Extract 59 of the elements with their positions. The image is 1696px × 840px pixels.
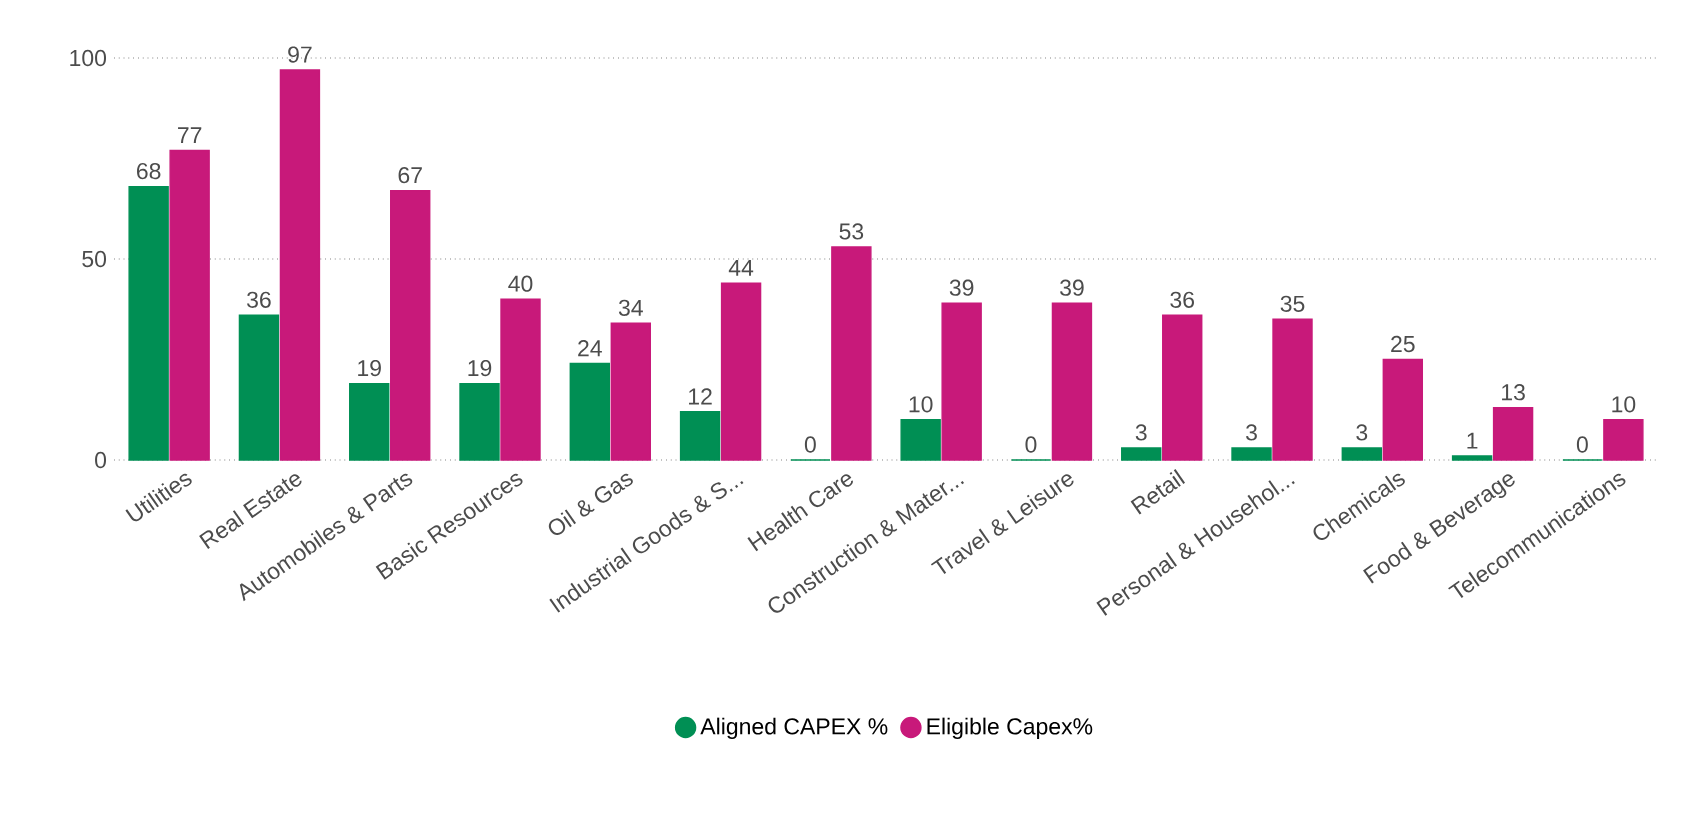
data-label: 53 [839, 223, 864, 240]
bar [1051, 302, 1093, 461]
data-label: 97 [288, 46, 312, 63]
bar [169, 149, 210, 461]
bar [1382, 358, 1424, 461]
bar [1272, 318, 1313, 461]
bar [1451, 455, 1493, 461]
data-label: 40 [508, 275, 533, 292]
data-label: 36 [1170, 291, 1194, 308]
data-label: 19 [358, 359, 381, 377]
bar [831, 246, 872, 461]
bar [1162, 314, 1203, 461]
data-label: 3 [1246, 424, 1257, 441]
bar [1492, 407, 1534, 461]
data-label: 35 [1280, 295, 1305, 312]
bar [1121, 447, 1162, 461]
bar [1231, 447, 1272, 461]
bar [1341, 447, 1382, 461]
data-label: 1 [1467, 432, 1478, 449]
x-tick-label: Oil & Gas [548, 473, 633, 536]
bar [720, 282, 762, 461]
bar [1603, 419, 1644, 461]
data-label: 39 [949, 279, 974, 296]
bar [500, 298, 541, 461]
data-label: 0 [1576, 436, 1588, 453]
data-label: 44 [728, 259, 754, 276]
data-label: 34 [618, 299, 643, 316]
data-label: 36 [247, 291, 271, 308]
bar [349, 382, 390, 461]
data-label: 13 [1502, 384, 1525, 401]
bar [679, 411, 721, 461]
data-label: 0 [804, 436, 816, 453]
bar [238, 314, 280, 461]
data-label: 39 [1060, 279, 1084, 296]
legend-label: Eligible Capex% [927, 717, 1093, 740]
bar [569, 362, 610, 461]
data-label: 24 [578, 340, 602, 357]
data-label: 19 [468, 359, 492, 377]
y-tick-label: 0 [95, 451, 107, 469]
data-label: 3 [1135, 424, 1147, 441]
data-label: 12 [689, 388, 712, 405]
data-label: 67 [398, 167, 422, 184]
data-label: 68 [137, 162, 161, 180]
data-label: 25 [1391, 335, 1415, 353]
bar [459, 382, 500, 461]
data-label: 0 [1025, 436, 1037, 453]
bar [610, 322, 651, 461]
y-tick-label: 100 [70, 49, 107, 67]
bar [279, 69, 321, 461]
data-label: 77 [178, 127, 202, 144]
legend-label: Aligned CAPEX % [700, 717, 888, 740]
bar [128, 185, 169, 461]
data-label: 10 [909, 396, 933, 413]
y-tick-label: 50 [82, 250, 107, 268]
bar [390, 189, 431, 461]
bar [900, 419, 941, 461]
data-label: 3 [1356, 424, 1368, 441]
data-label: 10 [1612, 396, 1636, 413]
bar [941, 302, 982, 461]
